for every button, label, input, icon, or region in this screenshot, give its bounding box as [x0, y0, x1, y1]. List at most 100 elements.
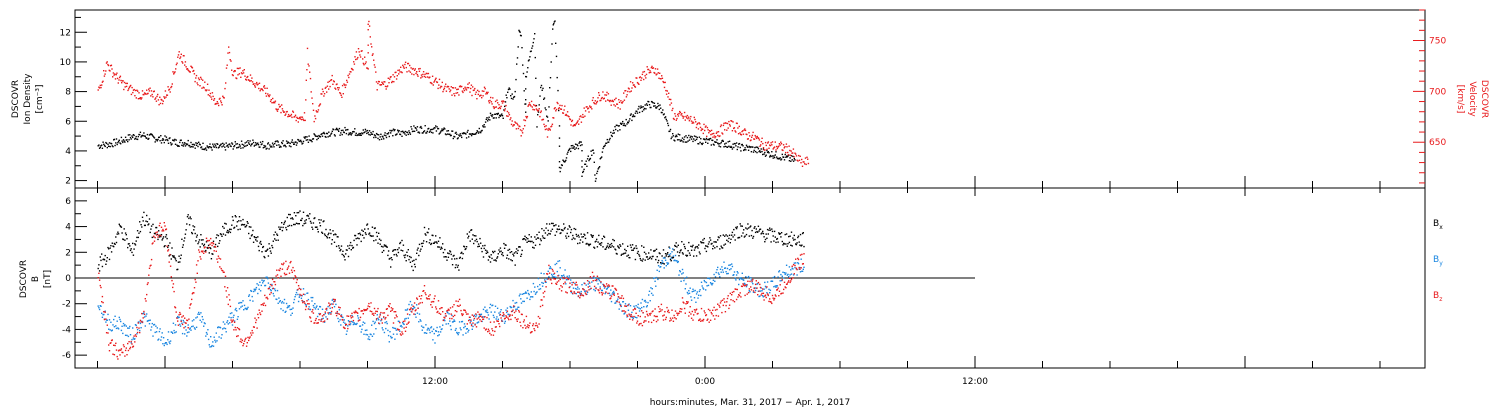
velocity-point: [591, 99, 594, 102]
bz-point: [101, 301, 103, 303]
by-point: [389, 331, 391, 333]
density-point: [475, 133, 477, 135]
bx-point: [458, 257, 461, 259]
bottom-y-tick-label: -4: [62, 325, 71, 335]
by-point: [407, 317, 409, 319]
bx-point: [445, 256, 447, 258]
by-point: [662, 257, 665, 259]
velocity-point: [97, 89, 99, 91]
bz-point: [162, 228, 164, 231]
bz-point: [259, 312, 261, 314]
by-point: [473, 314, 476, 316]
bx-point: [269, 250, 272, 252]
density-point: [440, 130, 442, 132]
bz-point: [527, 326, 530, 329]
bz-point: [233, 321, 236, 323]
bx-point: [280, 226, 282, 228]
bx-point: [193, 226, 196, 228]
bx-point: [453, 254, 455, 257]
density-point: [326, 132, 329, 135]
by-point: [595, 287, 597, 289]
bz-point: [484, 316, 486, 318]
bz-point: [662, 315, 664, 317]
by-point: [252, 290, 255, 293]
bx-point: [405, 260, 407, 262]
by-point: [316, 305, 318, 307]
bz-point: [612, 285, 614, 287]
density-point: [166, 138, 168, 141]
density-point: [596, 170, 599, 172]
by-point: [390, 335, 392, 338]
bx-point: [554, 234, 556, 236]
bx-point: [353, 239, 355, 242]
density-point: [417, 131, 419, 134]
by-point: [551, 275, 554, 277]
bz-point: [259, 313, 262, 316]
bz-point: [577, 291, 579, 293]
velocity-point: [147, 92, 149, 95]
by-point: [525, 292, 528, 294]
density-point: [527, 67, 529, 69]
density-point: [674, 136, 677, 138]
bx-point: [300, 219, 303, 222]
density-point: [354, 128, 356, 130]
velocity-point: [573, 124, 576, 126]
bx-point: [759, 228, 762, 230]
bx-point: [578, 236, 580, 238]
by-point: [113, 326, 116, 328]
bx-point: [590, 234, 592, 236]
density-point: [466, 131, 468, 133]
bottom-y-tick-label: 6: [65, 197, 71, 207]
bx-point: [724, 243, 727, 245]
bz-point: [636, 320, 639, 322]
velocity-point: [228, 51, 231, 54]
bz-point: [558, 288, 561, 290]
bz-point: [483, 327, 485, 329]
by-point: [234, 309, 236, 311]
velocity-point: [311, 97, 313, 99]
bx-point: [517, 249, 519, 252]
by-point: [548, 276, 550, 278]
by-point: [381, 327, 383, 329]
velocity-point: [664, 81, 666, 84]
density-point: [571, 147, 573, 149]
bx-point: [148, 218, 151, 220]
bx-point: [179, 261, 181, 263]
bx-point: [215, 237, 217, 239]
bz-point: [565, 277, 568, 279]
density-point: [316, 138, 318, 141]
density-point: [662, 109, 664, 111]
density-point: [281, 141, 283, 144]
by-point: [249, 299, 251, 302]
by-point: [738, 278, 741, 281]
by-point: [539, 288, 542, 290]
bx-point: [212, 253, 214, 255]
bz-point: [289, 262, 291, 264]
by-point: [433, 332, 435, 335]
velocity-point: [239, 67, 241, 69]
bz-point: [621, 295, 623, 297]
by-point: [623, 313, 625, 315]
bz-point: [584, 292, 587, 294]
density-point: [325, 136, 327, 138]
density-point: [784, 153, 786, 156]
by-point: [752, 283, 754, 285]
density-point: [142, 135, 144, 137]
bz-point: [583, 289, 585, 291]
bx-point: [146, 221, 149, 223]
by-point: [142, 313, 144, 315]
density-point: [549, 77, 552, 79]
velocity-point: [284, 114, 286, 116]
velocity-point: [681, 113, 683, 115]
bz-point: [665, 316, 667, 319]
by-point: [199, 319, 201, 321]
bx-point: [473, 235, 476, 237]
bz-point: [388, 305, 390, 308]
density-point: [250, 145, 252, 147]
bz-point: [398, 329, 400, 331]
bx-point: [649, 256, 651, 258]
bz-point: [311, 311, 313, 313]
velocity-point: [765, 144, 767, 147]
bz-point: [276, 274, 279, 276]
